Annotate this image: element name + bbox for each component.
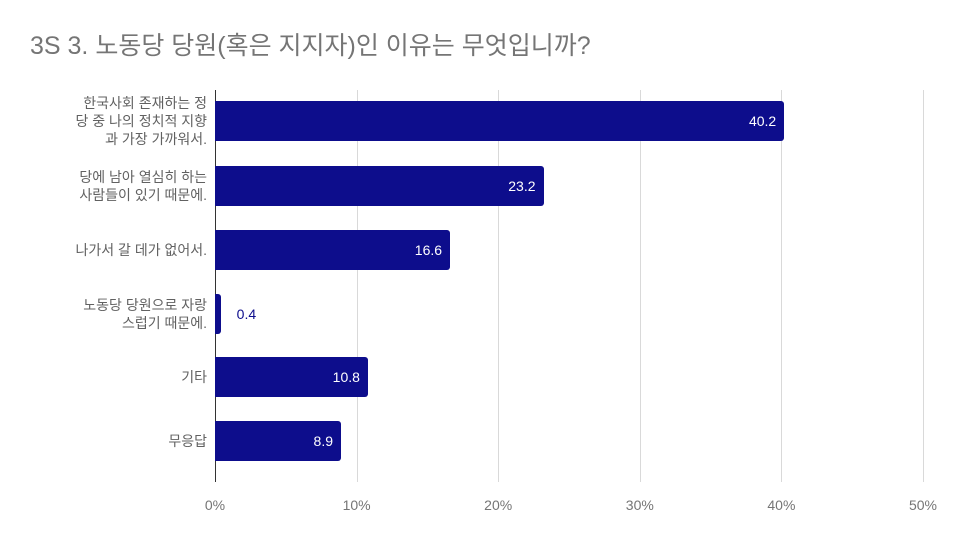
bar: 40.2: [215, 101, 785, 141]
bar-value-label: 0.4: [236, 306, 257, 322]
gridline-50: [923, 90, 924, 482]
category-label: 당에 남아 열심히 하는 사람들이 있기 때문에.: [79, 169, 207, 203]
category-label: 나가서 갈 데가 없어서.: [75, 242, 207, 258]
gridline-40: [781, 90, 782, 482]
bar-value-label: 23.2: [508, 178, 536, 194]
x-tick-label: 0%: [204, 497, 226, 513]
x-tick-label: 50%: [908, 497, 938, 513]
bar: 10.8: [215, 357, 368, 397]
x-tick-label: 30%: [625, 497, 654, 513]
gridline-10: [357, 90, 358, 482]
plot-area: 40.2 23.2 16.6 0.4 10.8 8.9: [215, 90, 925, 482]
bar: 8.9: [215, 421, 342, 461]
bar-value-label: 8.9: [313, 433, 334, 449]
x-tick-label: 10%: [342, 497, 371, 513]
bar-value-label: 10.8: [332, 369, 360, 385]
bar: 0.4: [215, 294, 256, 334]
gridline-30: [640, 90, 641, 482]
y-axis-line: [215, 90, 216, 482]
category-label: 기타: [181, 369, 207, 385]
bar-value-label: 40.2: [748, 113, 777, 129]
bar: 23.2: [215, 166, 544, 206]
gridline-20: [498, 90, 499, 482]
chart-title: 3S 3. 노동당 당원(혹은 지지자)인 이유는 무엇입니까?: [30, 32, 591, 60]
x-tick-label: 40%: [767, 497, 796, 513]
category-label: 노동당 당원으로 자랑 스럽기 때문에.: [83, 297, 207, 331]
bar: 16.6: [215, 230, 451, 270]
bar-value-label: 16.6: [414, 242, 443, 258]
category-label: 무응답: [168, 433, 207, 449]
x-tick-label: 20%: [484, 497, 513, 513]
